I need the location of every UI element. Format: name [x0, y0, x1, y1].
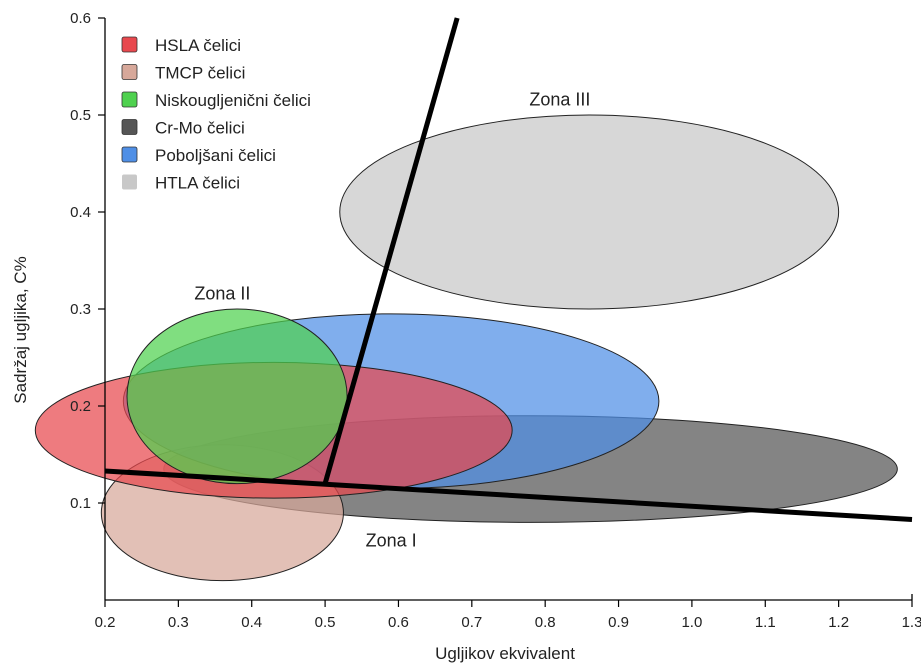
y-tick-label: 0.1 — [70, 495, 91, 512]
x-axis-label: Ugljikov ekvivalent — [435, 644, 575, 663]
legend-swatch-hsla-celici — [121, 36, 138, 53]
legend: HSLA čelici TMCP čelici Niskougljenični če… — [121, 36, 311, 193]
y-ticks: 0.1 0.2 0.3 0.4 0.5 0.6 — [70, 10, 105, 512]
x-tick-label: 1.1 — [755, 614, 776, 631]
zone-label: Zona II — [194, 283, 250, 303]
legend-label-htla-celici: HTLA čelici — [155, 174, 240, 193]
x-tick-label: 0.4 — [241, 614, 262, 631]
zone-boundaries — [104, 17, 913, 522]
zone-labels: Zona I Zona II Zona III — [194, 89, 590, 550]
legend-label-cr-mo-celici: Cr-Mo čelici — [155, 119, 245, 138]
legend-swatch-tmcp-celici — [121, 64, 138, 80]
x-tick-label: 0.2 — [95, 614, 116, 631]
ellipse-niskougljenicni-celici — [126, 308, 348, 485]
legend-swatch-htla-celici — [122, 174, 137, 190]
y-tick-label: 0.4 — [70, 204, 91, 221]
x-tick-label: 0.3 — [168, 614, 189, 631]
x-tick-label: 1.0 — [681, 614, 702, 631]
y-axis-label: Sadržaj ugljika, C% — [11, 256, 30, 403]
legend-label-poboljsani-celici: Poboljšani čelici — [155, 146, 276, 165]
x-tick-label: 1.3 — [902, 614, 921, 631]
legend-swatch-cr-mo-celici — [121, 119, 138, 135]
boundary-line-1 — [104, 468, 913, 522]
zone-label: Zona I — [366, 531, 417, 551]
x-ticks: 0.2 0.3 0.4 0.5 0.6 0.7 0.8 0.9 1.0 1.1 1.2 1.3 — [95, 600, 921, 631]
y-tick-label: 0.5 — [70, 107, 91, 124]
legend-label-hsla-celici: HSLA čelici — [155, 36, 241, 55]
ellipse-htla-celici — [339, 114, 840, 310]
legend-label-tmcp-celici: TMCP čelici — [155, 64, 245, 83]
y-tick-label: 0.6 — [70, 10, 91, 27]
y-tick-label: 0.3 — [70, 301, 91, 318]
x-tick-label: 0.6 — [388, 614, 409, 631]
x-tick-label: 0.9 — [608, 614, 629, 631]
legend-swatch-niskougljenicni-celici — [121, 91, 138, 108]
x-tick-label: 0.8 — [535, 614, 556, 631]
x-tick-label: 0.5 — [315, 614, 336, 631]
zone-label: Zona III — [529, 89, 590, 109]
x-tick-label: 0.7 — [461, 614, 482, 631]
boundary-line-2 — [322, 17, 460, 485]
y-tick-label: 0.2 — [70, 398, 91, 415]
region-ellipses — [34, 114, 898, 582]
legend-swatch-poboljsani-celici — [121, 146, 138, 163]
x-tick-label: 1.2 — [828, 614, 849, 631]
legend-label-niskougljenicni-celici: Niskougljenični čelici — [155, 91, 311, 110]
